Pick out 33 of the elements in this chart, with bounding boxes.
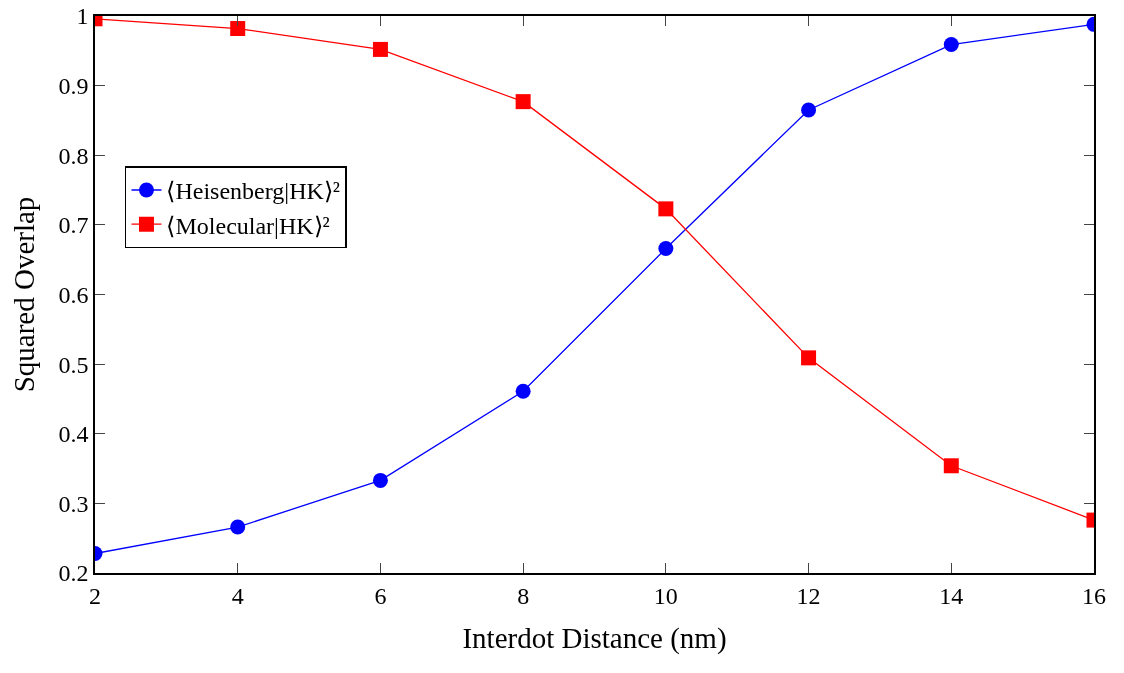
x-tick-label: 12 [796, 582, 821, 609]
point [943, 37, 959, 53]
y-tick-label: 0.5 [58, 351, 89, 378]
point [943, 458, 959, 474]
y-tick-label: 0.2 [58, 560, 89, 587]
point [230, 519, 246, 535]
y-axis-title: Squared Overlap [8, 196, 41, 393]
x-tick-label: 10 [653, 582, 678, 609]
point [230, 21, 246, 37]
point [801, 350, 817, 366]
legend-label: ⟨Heisenberg|HK⟩² [166, 178, 340, 205]
x-tick-label: 14 [939, 582, 964, 609]
y-tick-label: 0.8 [58, 142, 89, 169]
y-tick-label: 1 [76, 3, 89, 30]
y-tick-label: 0.4 [58, 421, 89, 448]
point [515, 383, 531, 399]
x-tick-label: 2 [89, 582, 101, 609]
point [658, 241, 674, 257]
y-tick-label: 0.3 [58, 490, 89, 517]
x-tick-label: 6 [374, 582, 387, 609]
point [372, 41, 388, 57]
point [372, 472, 388, 488]
y-tick-label: 0.9 [58, 73, 89, 100]
point [658, 201, 674, 217]
point [515, 94, 531, 110]
x-tick-label: 4 [231, 582, 244, 609]
legend-label: ⟨Molecular|HK⟩² [166, 212, 330, 239]
x-tick-label: 16 [1082, 582, 1106, 609]
point [801, 102, 817, 118]
y-tick-label: 0.7 [58, 212, 89, 239]
x-tick-label: 8 [517, 582, 530, 609]
y-tick-label: 0.6 [58, 281, 89, 308]
x-axis-title: Interdot Distance (nm) [462, 621, 727, 655]
